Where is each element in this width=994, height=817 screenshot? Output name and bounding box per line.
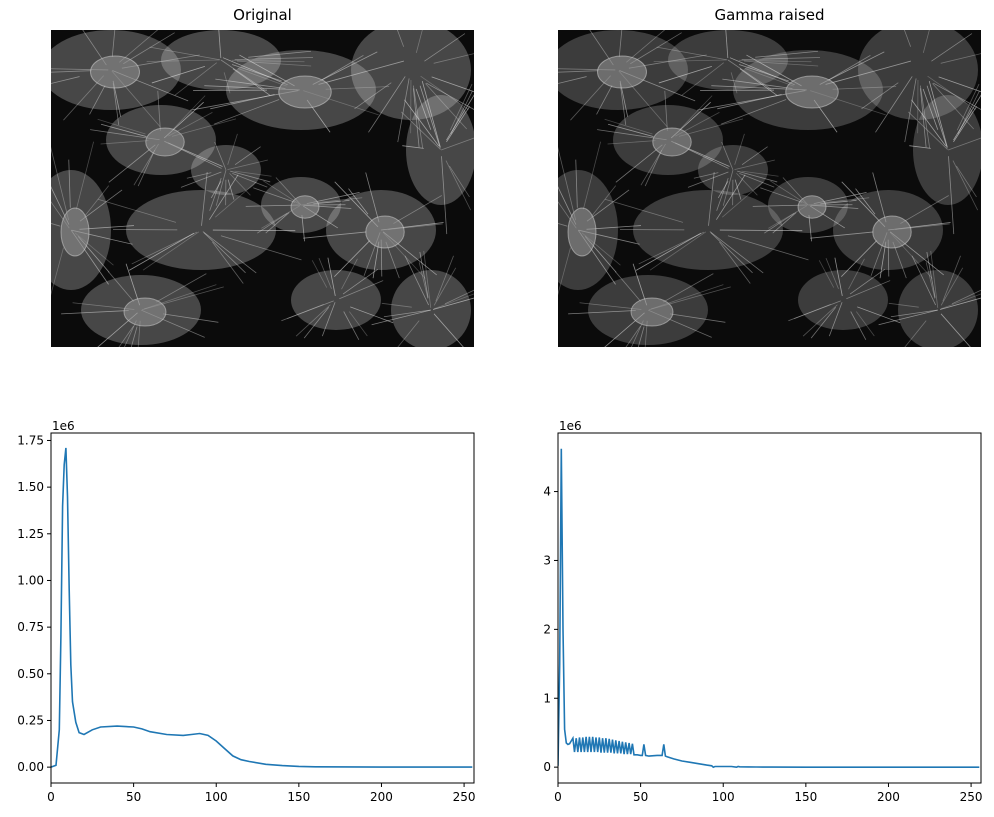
y-tick-label: 2: [543, 622, 551, 636]
original-image-cells: [51, 30, 474, 347]
cell-blob: [653, 30, 821, 96]
x-tick-label: 50: [126, 790, 141, 804]
cell-blob: [878, 250, 981, 347]
histogram-series-line: [51, 447, 473, 768]
histogram-series-line: [558, 448, 980, 769]
x-tick-label: 200: [877, 790, 900, 804]
axes-frame: [557, 432, 982, 784]
y-offset-label: 1e6: [559, 419, 582, 433]
cell-blob: [61, 263, 224, 347]
cell-blob: [351, 30, 474, 149]
cell-blob: [281, 257, 394, 340]
y-tick-label: 1: [543, 691, 551, 705]
x-tick-label: 0: [47, 790, 55, 804]
cell-blob: [908, 80, 981, 235]
x-tick-label: 100: [205, 790, 228, 804]
cell-blob: [245, 177, 363, 242]
x-tick-label: 50: [633, 790, 648, 804]
x-tick-label: 150: [287, 790, 310, 804]
y-tick-label: 4: [543, 485, 551, 499]
x-tick-label: 200: [370, 790, 393, 804]
y-tick-label: 0.00: [17, 760, 44, 774]
y-tick-label: 0.75: [17, 620, 44, 634]
cell-blob: [180, 133, 272, 206]
panel-title-gamma-raised: Gamma raised: [714, 6, 825, 24]
y-tick-label: 1.50: [17, 480, 44, 494]
x-tick-label: 100: [712, 790, 735, 804]
panel-title-original: Original: [233, 6, 292, 24]
y-tick-label: 0.50: [17, 667, 44, 681]
cell-blob: [371, 250, 474, 347]
cell-blob: [190, 50, 404, 133]
original-image: [51, 30, 474, 347]
x-tick-label: 0: [554, 790, 562, 804]
cell-blob: [752, 177, 870, 242]
cell-blob: [401, 80, 474, 235]
cell-blob: [51, 141, 134, 296]
cell-blob: [858, 30, 981, 149]
cell-blob: [303, 172, 444, 279]
cell-blob: [558, 30, 707, 127]
cell-blob: [558, 141, 641, 296]
y-tick-label: 0: [543, 760, 551, 774]
cell-blob: [788, 257, 901, 340]
cell-blob: [51, 30, 200, 127]
y-tick-label: 3: [543, 553, 551, 567]
gamma-raised-image-cells: [558, 30, 981, 347]
y-tick-label: 1.00: [17, 573, 44, 587]
cell-blob: [568, 263, 731, 347]
cell-blob: [146, 30, 314, 96]
cell-blob: [90, 90, 237, 187]
gamma-raised-image: [558, 30, 981, 347]
axes-frame: [50, 432, 475, 784]
cell-blob: [597, 90, 744, 187]
x-tick-label: 250: [453, 790, 476, 804]
cell-blob: [97, 172, 302, 284]
cell-blob: [697, 50, 911, 133]
y-tick-label: 1.25: [17, 527, 44, 541]
cell-blob: [687, 133, 779, 206]
x-tick-label: 250: [960, 790, 983, 804]
cell-blob: [810, 172, 951, 279]
y-offset-label: 1e6: [52, 419, 75, 433]
x-tick-label: 150: [794, 790, 817, 804]
cell-blob: [604, 172, 809, 284]
y-tick-label: 0.25: [17, 713, 44, 727]
y-tick-label: 1.75: [17, 433, 44, 447]
